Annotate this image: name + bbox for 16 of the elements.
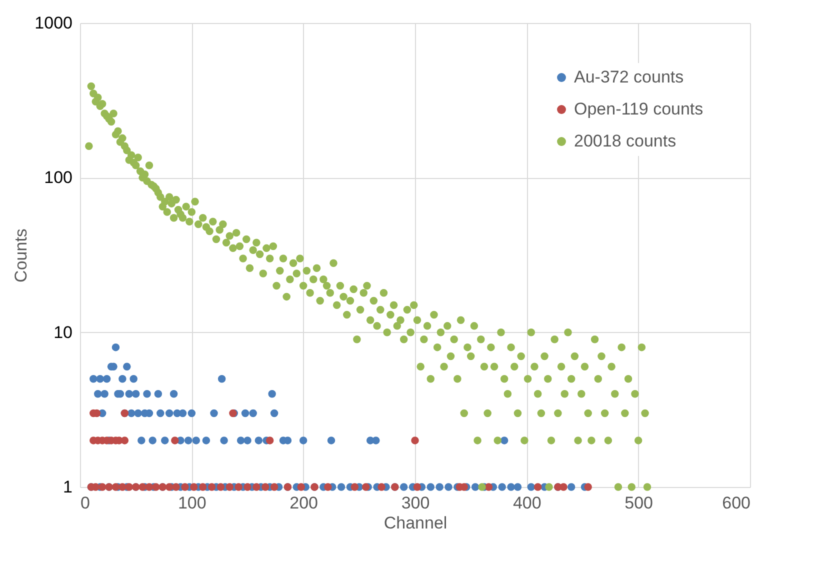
legend-label: Open-119 counts <box>574 100 704 118</box>
legend-label: Au-372 counts <box>574 68 684 86</box>
y-tick-label: 100 <box>44 168 72 188</box>
y-axis-title: Counts <box>12 228 31 282</box>
x-tick-label: 600 <box>722 494 750 512</box>
x-tick-label: 300 <box>401 494 430 512</box>
x-tick-label: 100 <box>178 494 206 512</box>
x-tick-label: 500 <box>624 494 654 512</box>
y-tick-label: 1 <box>63 478 72 496</box>
x-tick-label: 400 <box>512 494 542 512</box>
legend-label: 20018 counts <box>574 132 676 150</box>
x-axis-title: Channel <box>384 514 448 532</box>
x-tick-label: 0 <box>80 494 90 512</box>
x-tick-label: 200 <box>290 494 318 512</box>
y-tick-label: 10 <box>54 322 72 342</box>
y-tick-label: 1000 <box>34 14 72 32</box>
